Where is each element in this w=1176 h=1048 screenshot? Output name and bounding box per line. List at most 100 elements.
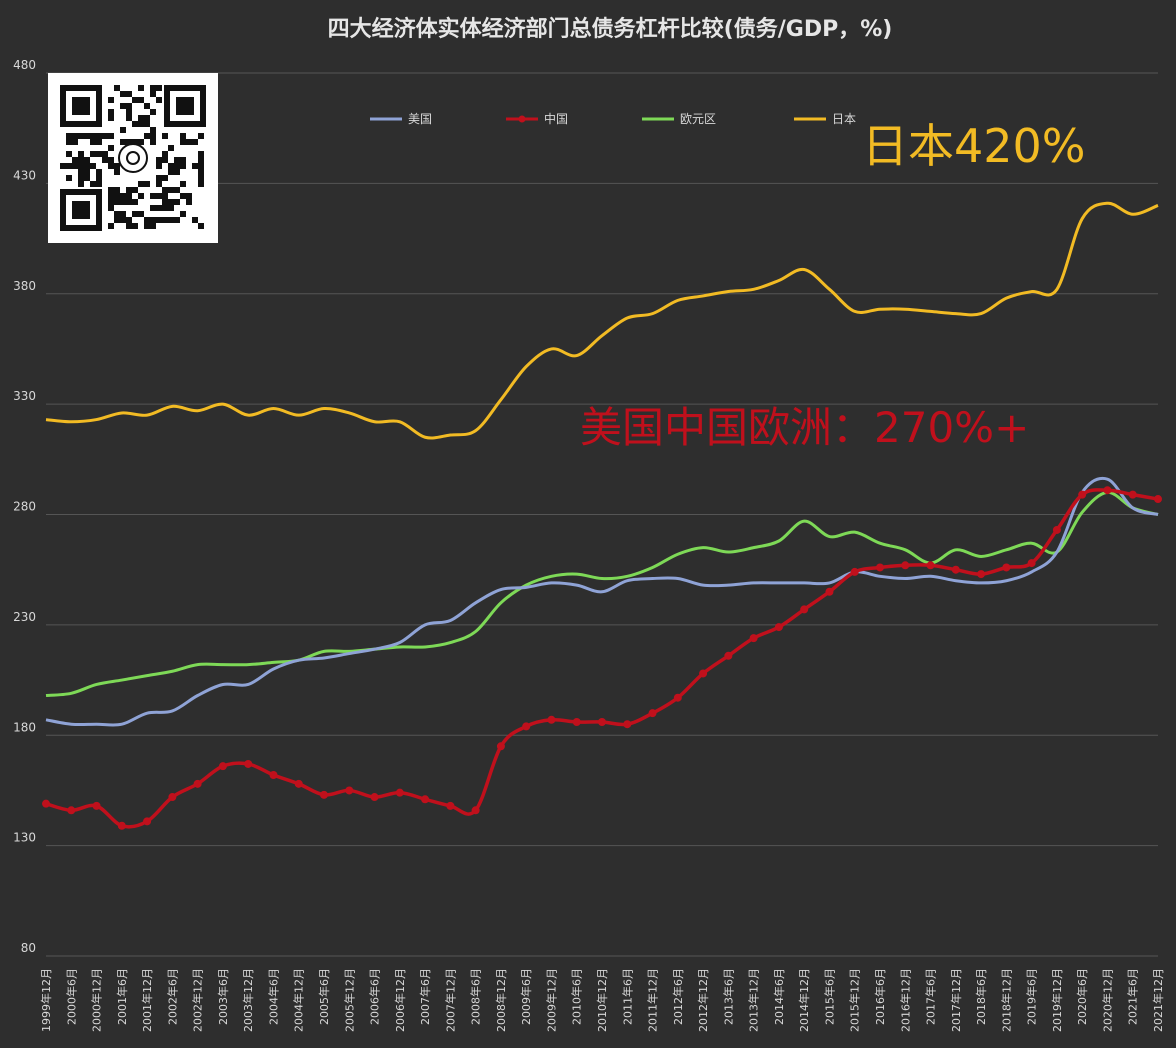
qr-module: [84, 157, 90, 163]
qr-module: [144, 181, 150, 187]
qr-module: [84, 163, 90, 169]
qr-module: [132, 211, 138, 217]
x-tick-label: 2018年12月: [999, 968, 1013, 1032]
china-marker: [395, 788, 404, 797]
qr-module: [156, 217, 162, 223]
x-tick-label: 2019年12月: [1050, 968, 1064, 1032]
qr-module: [84, 169, 90, 175]
qr-module: [90, 133, 96, 139]
qr-module: [60, 163, 66, 169]
qr-module: [162, 157, 168, 163]
x-tick-label: 2000年12月: [90, 968, 104, 1032]
qr-finder-core: [72, 201, 90, 219]
x-tick-label: 2012年6月: [671, 968, 685, 1025]
qr-module: [102, 133, 108, 139]
qr-module: [162, 133, 168, 139]
series-line-euro: [45, 490, 1159, 698]
qr-module: [90, 139, 96, 145]
china-marker: [117, 821, 126, 830]
qr-module: [138, 85, 144, 91]
qr-module: [132, 139, 138, 145]
china-marker: [92, 801, 101, 810]
x-tick-label: 2006年6月: [368, 968, 382, 1025]
x-tick-label: 2020年12月: [1100, 968, 1114, 1032]
qr-module: [120, 139, 126, 145]
china-marker: [598, 718, 606, 727]
qr-module: [72, 163, 78, 169]
series-line-usa: [45, 476, 1159, 727]
x-tick-label: 2009年6月: [519, 968, 533, 1025]
x-tick-label: 2001年6月: [115, 968, 129, 1025]
qr-module: [198, 169, 204, 175]
x-tick-label: 2015年6月: [822, 968, 836, 1025]
qr-module: [126, 115, 132, 121]
qr-module: [126, 109, 132, 115]
x-tick-label: 1999年12月: [39, 968, 53, 1032]
qr-module: [108, 145, 114, 151]
x-tick-label: 2007年6月: [418, 968, 432, 1025]
qr-module: [96, 181, 102, 187]
x-tick-label: 2004年6月: [266, 968, 280, 1025]
china-marker: [1078, 490, 1087, 499]
qr-module: [132, 121, 138, 127]
qr-module: [198, 151, 204, 157]
qr-module: [180, 163, 186, 169]
qr-module: [192, 163, 198, 169]
qr-module: [150, 85, 156, 91]
qr-module: [174, 199, 180, 205]
qr-module: [108, 199, 114, 205]
qr-module: [144, 217, 150, 223]
china-marker: [850, 567, 859, 576]
qr-module: [168, 187, 174, 193]
x-tick-label: 2008年6月: [469, 968, 483, 1025]
qr-module: [186, 193, 192, 199]
qr-module: [96, 151, 102, 157]
qr-module: [168, 169, 174, 175]
china-marker: [143, 817, 152, 826]
qr-module: [168, 163, 174, 169]
qr-module: [156, 205, 162, 211]
qr-module: [72, 133, 78, 139]
x-tick-label: 2020年6月: [1075, 968, 1089, 1025]
qr-module: [132, 97, 138, 103]
y-tick-label: 180: [13, 720, 36, 734]
china-marker: [800, 605, 809, 614]
qr-module: [108, 193, 114, 199]
qr-module: [150, 139, 156, 145]
qr-finder-core: [72, 97, 90, 115]
x-tick-label: 2005年12月: [342, 968, 356, 1032]
annotation-others: 美国中国欧洲：270%+: [580, 403, 1029, 452]
y-tick-label: 280: [13, 500, 36, 514]
y-tick-label: 380: [13, 279, 36, 293]
x-tick-label: 2016年12月: [898, 968, 912, 1032]
qr-module: [66, 163, 72, 169]
qr-module: [120, 91, 126, 97]
qr-module: [126, 193, 132, 199]
qr-module: [132, 223, 138, 229]
qr-module: [156, 85, 162, 91]
china-marker: [547, 715, 556, 724]
qr-module: [114, 163, 120, 169]
qr-module: [78, 175, 84, 181]
china-marker: [951, 565, 960, 574]
china-marker: [825, 587, 834, 596]
qr-module: [144, 121, 150, 127]
qr-module: [168, 217, 174, 223]
qr-module: [108, 109, 114, 115]
x-tick-label: 2010年6月: [570, 968, 584, 1025]
qr-module: [198, 163, 204, 169]
qr-module: [108, 133, 114, 139]
qr-module: [156, 181, 162, 187]
qr-module: [108, 157, 114, 163]
china-marker: [572, 718, 581, 727]
china-marker: [749, 634, 758, 643]
qr-module: [66, 175, 72, 181]
qr-module: [120, 127, 126, 133]
legend-label-china: 中国: [544, 111, 568, 126]
qr-module: [114, 193, 120, 199]
qr-module: [126, 139, 132, 145]
legend-label-japan: 日本: [832, 112, 856, 126]
qr-module: [120, 217, 126, 223]
qr-module: [198, 157, 204, 163]
x-tick-label: 2010年12月: [595, 968, 609, 1032]
